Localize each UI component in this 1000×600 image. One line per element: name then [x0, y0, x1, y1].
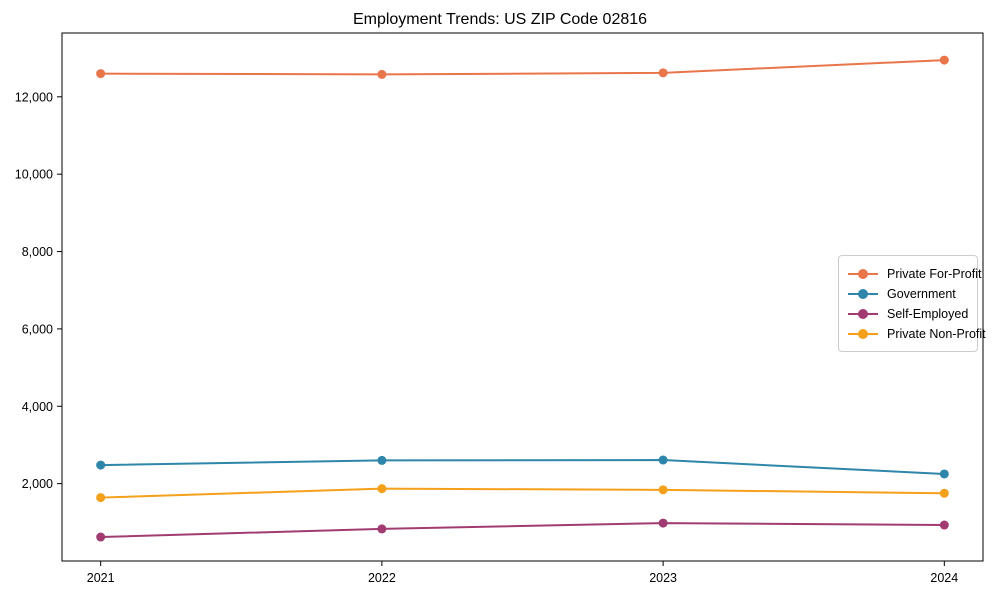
legend-line-marker-icon — [848, 288, 878, 299]
y-tick-label: 2,000 — [22, 477, 53, 491]
legend-line-marker-icon — [848, 268, 878, 279]
point-self-employed-2024 — [939, 520, 949, 530]
point-private-non-profit-2021 — [96, 493, 106, 503]
legend-label: Government — [887, 286, 956, 301]
plot-frame — [61, 32, 984, 562]
legend-label: Self-Employed — [887, 306, 969, 321]
point-private-non-profit-2023 — [658, 485, 668, 495]
point-self-employed-2022 — [377, 524, 387, 534]
point-private-for-profit-2021 — [96, 69, 106, 79]
point-self-employed-2023 — [658, 518, 668, 528]
point-private-for-profit-2022 — [377, 69, 387, 79]
legend-item-private-for-profit: Private For-Profit — [848, 264, 981, 283]
point-private-non-profit-2022 — [377, 484, 387, 494]
legend-line-marker-icon — [848, 308, 878, 319]
point-private-for-profit-2024 — [939, 55, 949, 65]
x-tick-label-2023: 2023 — [649, 571, 677, 585]
point-private-non-profit-2024 — [939, 488, 949, 498]
y-tick-label: 6,000 — [22, 322, 53, 336]
point-government-2021 — [96, 460, 106, 470]
point-government-2024 — [939, 469, 949, 479]
chart-title: Employment Trends: US ZIP Code 02816 — [352, 11, 648, 28]
line-private-for-profit — [99, 59, 946, 76]
y-tick-label: 12,000 — [15, 90, 53, 104]
point-government-2023 — [658, 455, 668, 465]
legend-label: Private Non-Profit — [887, 326, 986, 341]
legend-item-private-non-profit: Private Non-Profit — [848, 324, 986, 343]
legend-item-self-employed: Self-Employed — [848, 304, 968, 323]
point-private-for-profit-2023 — [658, 68, 668, 78]
line-self-employed — [99, 522, 946, 539]
line-government — [99, 459, 946, 475]
x-tick-label-2024: 2024 — [930, 571, 958, 585]
point-government-2022 — [377, 455, 387, 465]
y-tick-label: 4,000 — [22, 400, 53, 414]
legend-label: Private For-Profit — [887, 266, 982, 281]
legend-line-marker-icon — [848, 328, 878, 339]
x-tick-label-2021: 2021 — [87, 571, 115, 585]
x-tick-label-2022: 2022 — [368, 571, 396, 585]
y-tick-label: 8,000 — [22, 245, 53, 259]
legend-item-government: Government — [848, 284, 968, 303]
point-self-employed-2021 — [96, 532, 106, 542]
legend: Private For-Profit Government Self-Employe… — [838, 255, 986, 352]
y-tick-label: 10,000 — [15, 168, 53, 182]
line-private-non-profit — [99, 487, 946, 499]
